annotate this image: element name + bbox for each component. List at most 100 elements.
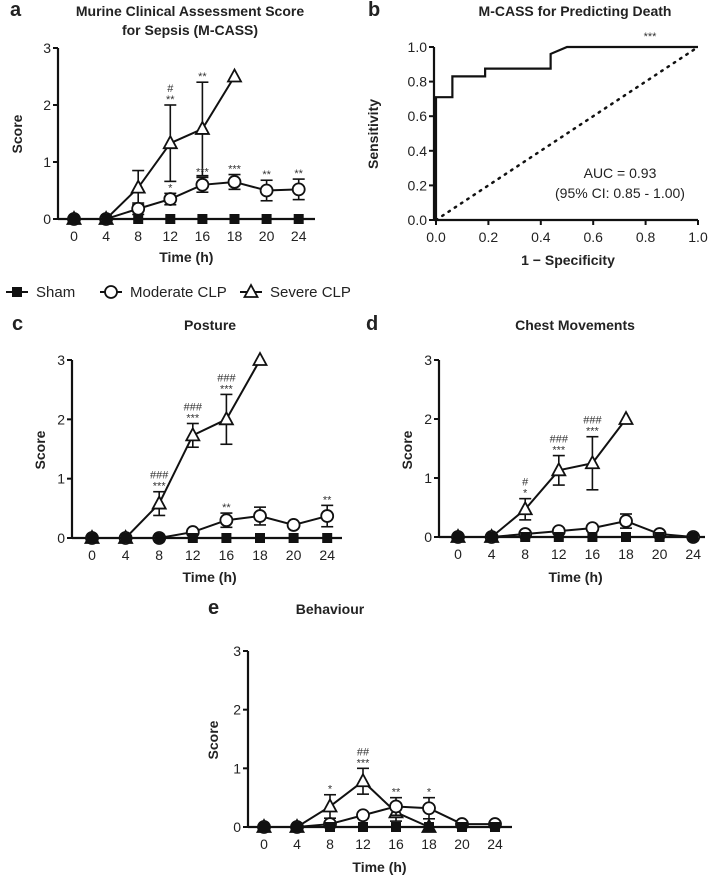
data-point — [621, 532, 631, 542]
data-point — [227, 175, 242, 189]
x-tick-label: 18 — [252, 547, 268, 563]
x-tick-label: 12 — [551, 546, 567, 562]
x-tick-label: 16 — [195, 228, 211, 244]
significance-marker: ### — [583, 415, 602, 427]
data-point — [490, 822, 500, 832]
data-point — [293, 214, 304, 224]
data-point — [587, 532, 598, 542]
y-tick-label: 0.0 — [408, 212, 428, 228]
panel-title: Murine Clinical Assessment Score — [76, 3, 304, 19]
data-point — [255, 533, 265, 543]
significance-marker: ** — [392, 787, 401, 799]
data-point — [261, 214, 272, 224]
data-point — [325, 822, 335, 832]
legend-item: Moderate CLP — [130, 284, 227, 301]
data-point — [151, 494, 168, 510]
significance-marker: *** — [586, 426, 600, 438]
data-point — [292, 822, 302, 832]
data-point — [291, 182, 306, 197]
panel-label: b — [368, 0, 380, 21]
x-tick-label: 24 — [291, 228, 307, 244]
data-point — [391, 822, 401, 832]
x-tick-label: 8 — [155, 547, 163, 563]
data-point — [457, 822, 467, 832]
y-tick-label: 1 — [43, 154, 51, 170]
data-point — [195, 177, 210, 192]
panel-title: Behaviour — [296, 601, 365, 617]
y-tick-label: 0.8 — [408, 74, 428, 90]
panel-b: b M-CASS for Predicting Death Sensitivity 1… — [365, 0, 708, 268]
panel-label: a — [10, 0, 22, 21]
data-point — [288, 533, 299, 543]
panel-title: M-CASS for Predicting Death — [479, 3, 672, 19]
y-tick-label: 3 — [233, 643, 241, 659]
y-tick-label: 3 — [57, 352, 65, 368]
y-tick-label: 0.2 — [408, 177, 428, 193]
y-axis-label: Score — [32, 430, 48, 469]
data-point — [251, 351, 269, 366]
data-point — [130, 178, 147, 194]
data-point — [486, 532, 497, 542]
significance-marker: # — [522, 477, 529, 489]
significance-marker: ### — [217, 372, 236, 384]
data-point — [320, 509, 335, 523]
x-tick-label: 0.4 — [531, 229, 551, 245]
panel-a: a Murine Clinical Assessment Score for Sep… — [6, 0, 351, 301]
panel-title: Posture — [184, 317, 236, 333]
x-tick-label: 20 — [652, 546, 668, 562]
series-sham — [69, 214, 304, 224]
x-tick-label: 4 — [102, 228, 110, 244]
y-axis-label: Sensitivity — [365, 99, 381, 169]
y-axis-label: Score — [399, 430, 415, 469]
x-tick-label: 18 — [227, 228, 243, 244]
significance-marker: *** — [644, 31, 658, 43]
legend: Sham Moderate CLP Severe CLP — [6, 283, 351, 301]
y-tick-label: 3 — [424, 352, 432, 368]
data-point — [163, 192, 178, 206]
legend-marker-triangle-icon — [242, 283, 260, 298]
data-point — [120, 533, 131, 543]
x-tick-label: 0 — [70, 228, 78, 244]
data-point — [520, 532, 531, 542]
x-axis-label: Time (h) — [548, 569, 602, 585]
significance-marker: ** — [198, 71, 207, 83]
series-sham — [259, 822, 500, 832]
x-tick-label: 18 — [421, 836, 437, 852]
x-tick-label: 12 — [163, 228, 179, 244]
panel-title: Chest Movements — [515, 317, 635, 333]
data-point — [259, 183, 274, 198]
x-axis-label: Time (h) — [352, 859, 406, 875]
data-point — [162, 134, 179, 150]
data-point — [101, 214, 112, 224]
significance-marker: * — [168, 182, 173, 194]
significance-marker: ### — [550, 434, 569, 446]
y-tick-label: 1 — [424, 470, 432, 486]
y-tick-label: 2 — [57, 411, 65, 427]
y-tick-label: 0 — [43, 211, 51, 227]
x-tick-label: 16 — [388, 836, 404, 852]
x-tick-label: 20 — [286, 547, 302, 563]
x-tick-label: 4 — [293, 836, 301, 852]
x-tick-label: 0 — [454, 546, 462, 562]
data-point — [184, 426, 201, 442]
x-tick-label: 8 — [134, 228, 142, 244]
series-sham — [453, 532, 699, 542]
significance-marker: *** — [153, 481, 167, 493]
data-point — [259, 822, 269, 832]
significance-marker: ### — [150, 470, 169, 482]
x-tick-label: 0.0 — [426, 229, 446, 245]
series-severe-clp — [83, 351, 269, 544]
significance-marker: *** — [357, 757, 371, 769]
series-line — [458, 418, 627, 538]
data-point — [354, 772, 372, 788]
x-tick-label: 24 — [685, 546, 701, 562]
significance-marker: ** — [166, 94, 175, 106]
data-point — [389, 799, 403, 814]
ci-text: (95% CI: 0.85 - 1.00) — [555, 185, 685, 201]
series-line — [92, 359, 261, 539]
panel-label: e — [208, 597, 219, 619]
x-tick-label: 16 — [219, 547, 235, 563]
